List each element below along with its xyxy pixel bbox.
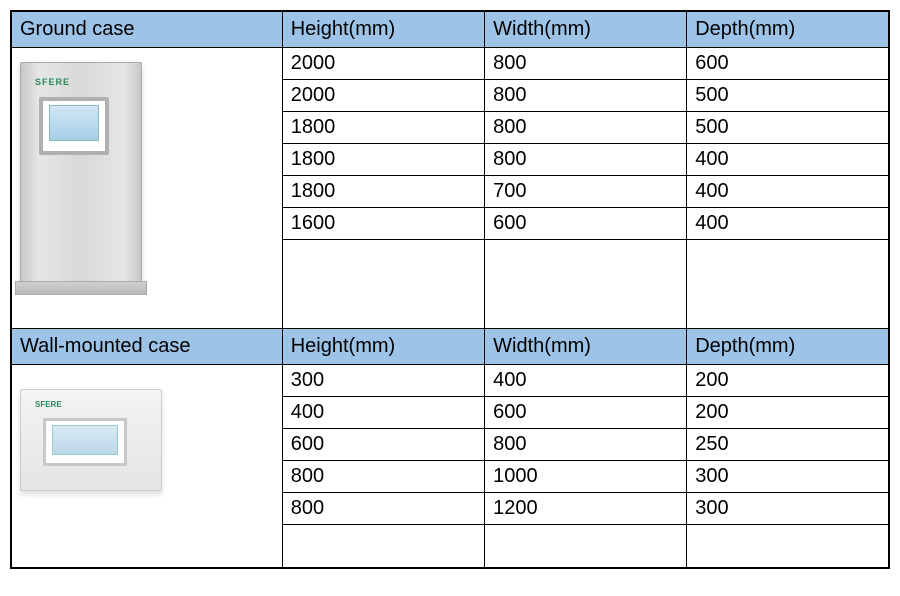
cell-height: 2000 bbox=[282, 80, 484, 112]
cabinet-screen-inner bbox=[52, 425, 118, 455]
brand-label: SFERE bbox=[35, 77, 70, 87]
wall-cabinet-icon: SFERE bbox=[20, 389, 162, 491]
cell-height: 1600 bbox=[282, 208, 484, 240]
cell-depth: 400 bbox=[687, 144, 889, 176]
cell-height: 1800 bbox=[282, 112, 484, 144]
section-title: Wall-mounted case bbox=[11, 329, 282, 365]
cell-height: 1800 bbox=[282, 176, 484, 208]
brand-label: SFERE bbox=[35, 400, 62, 409]
cell-width: 800 bbox=[485, 429, 687, 461]
cell-height: 600 bbox=[282, 429, 484, 461]
col-header-height: Height(mm) bbox=[282, 11, 484, 48]
cell-height: 1800 bbox=[282, 144, 484, 176]
cell-depth: 400 bbox=[687, 208, 889, 240]
section-title: Ground case bbox=[11, 11, 282, 48]
cell-width: 1200 bbox=[485, 493, 687, 525]
illustration-cell: SFERE bbox=[11, 365, 282, 569]
cabinet-screen bbox=[43, 418, 127, 466]
cell-height: 400 bbox=[282, 397, 484, 429]
section-header-row: Wall-mounted case Height(mm) Width(mm) D… bbox=[11, 329, 889, 365]
empty-cell bbox=[687, 525, 889, 569]
cell-width: 600 bbox=[485, 208, 687, 240]
spec-table: Ground case Height(mm) Width(mm) Depth(m… bbox=[10, 10, 890, 569]
cell-depth: 200 bbox=[687, 365, 889, 397]
cell-depth: 200 bbox=[687, 397, 889, 429]
empty-cell bbox=[485, 525, 687, 569]
cell-depth: 500 bbox=[687, 112, 889, 144]
cell-height: 800 bbox=[282, 461, 484, 493]
empty-cell bbox=[282, 525, 484, 569]
cell-width: 700 bbox=[485, 176, 687, 208]
cell-height: 2000 bbox=[282, 48, 484, 80]
section-header-row: Ground case Height(mm) Width(mm) Depth(m… bbox=[11, 11, 889, 48]
cell-depth: 250 bbox=[687, 429, 889, 461]
cabinet-screen bbox=[39, 97, 109, 155]
cell-height: 300 bbox=[282, 365, 484, 397]
cell-width: 1000 bbox=[485, 461, 687, 493]
col-header-width: Width(mm) bbox=[485, 11, 687, 48]
empty-cell bbox=[485, 240, 687, 329]
col-header-width: Width(mm) bbox=[485, 329, 687, 365]
cell-width: 800 bbox=[485, 112, 687, 144]
illustration-cell: SFERE bbox=[11, 48, 282, 329]
cell-width: 400 bbox=[485, 365, 687, 397]
cell-depth: 300 bbox=[687, 493, 889, 525]
col-header-height: Height(mm) bbox=[282, 329, 484, 365]
ground-cabinet-icon: SFERE bbox=[20, 62, 142, 284]
cabinet-screen-inner bbox=[49, 105, 99, 141]
cell-height: 800 bbox=[282, 493, 484, 525]
cell-width: 800 bbox=[485, 80, 687, 112]
cell-width: 800 bbox=[485, 48, 687, 80]
col-header-depth: Depth(mm) bbox=[687, 11, 889, 48]
empty-cell bbox=[687, 240, 889, 329]
cell-width: 800 bbox=[485, 144, 687, 176]
table-row: SFERE 300 400 200 bbox=[11, 365, 889, 397]
cell-depth: 400 bbox=[687, 176, 889, 208]
cell-depth: 500 bbox=[687, 80, 889, 112]
empty-cell bbox=[282, 240, 484, 329]
col-header-depth: Depth(mm) bbox=[687, 329, 889, 365]
cell-depth: 600 bbox=[687, 48, 889, 80]
cell-width: 600 bbox=[485, 397, 687, 429]
cell-depth: 300 bbox=[687, 461, 889, 493]
table-row: SFERE 2000 800 600 bbox=[11, 48, 889, 80]
